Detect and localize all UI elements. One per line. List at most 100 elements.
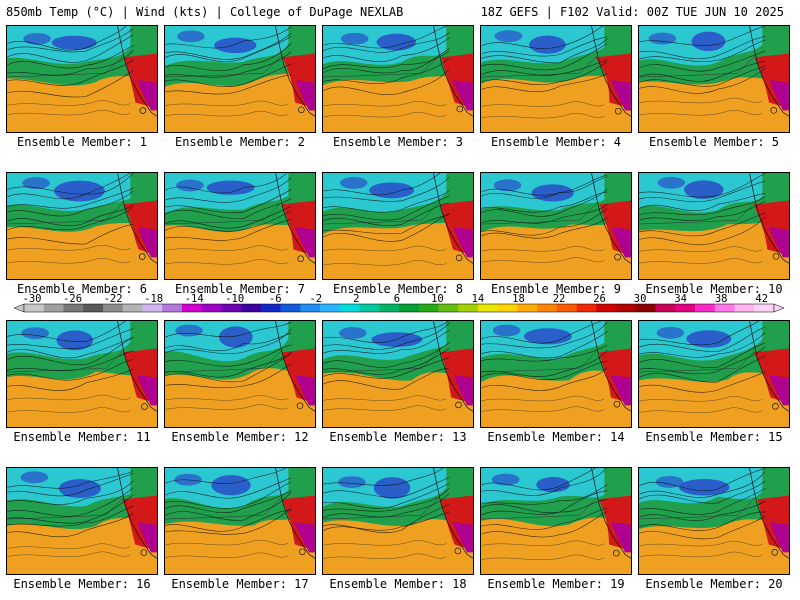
cold-core — [373, 477, 411, 499]
member-map-panel — [6, 320, 158, 428]
header: 850mb Temp (°C) | Wind (kts) | College o… — [0, 0, 800, 22]
wind-streamline — [165, 210, 292, 232]
border-line — [481, 497, 598, 520]
wind-streamline — [481, 188, 608, 217]
extreme-zone — [770, 521, 789, 553]
wind-streamline — [481, 204, 608, 224]
coastline — [433, 468, 473, 559]
member-map-panel — [638, 172, 790, 280]
member-label: Ensemble Member: 18 — [329, 577, 467, 591]
pressure-center — [299, 548, 306, 556]
coastline — [117, 468, 157, 559]
colorbar-swatch — [418, 304, 439, 312]
wind-streamline — [165, 363, 292, 389]
wind-streamline — [7, 551, 131, 557]
wind-streamline — [165, 218, 292, 241]
member-map — [165, 321, 315, 427]
border-line — [481, 202, 598, 225]
wind-streamline — [7, 34, 134, 63]
cold-core — [340, 32, 369, 45]
wind-streamline — [165, 259, 289, 265]
member-map — [165, 173, 315, 279]
colorbar-swatch — [556, 304, 577, 312]
colorbar-swatch — [497, 304, 518, 312]
wind-streamline — [323, 511, 450, 531]
colorbar-tick-label: 42 — [755, 294, 768, 305]
wind-streamline — [7, 109, 131, 116]
cold-core — [51, 35, 97, 50]
wind-streamline — [7, 206, 134, 231]
coastline — [591, 26, 631, 117]
wind-streamline — [165, 477, 292, 499]
colorbar-tick-label: -30 — [23, 294, 42, 305]
coastline — [433, 321, 473, 412]
wind-streamline — [323, 493, 450, 519]
cold-core — [206, 180, 255, 195]
wind-streamline — [323, 487, 450, 512]
cold-core — [657, 176, 686, 189]
wind-streamline — [165, 351, 292, 378]
member-label: Ensemble Member: 14 — [487, 430, 625, 444]
colorbar-svg: -30 -26 -22 -18 -14 -10 -6 -2 2 6 10 14 18 22 26 30 34 38… — [13, 293, 785, 313]
member-label: Ensemble Member: 6 — [16, 282, 148, 296]
wind-streamline — [639, 216, 766, 246]
wind-streamline — [481, 217, 608, 239]
coastline — [275, 468, 315, 559]
member-map-panel — [322, 320, 474, 428]
wind-streamline — [323, 260, 447, 266]
wind-streamline — [7, 513, 134, 538]
colorbar-swatch — [280, 304, 301, 312]
wind-streamline — [165, 395, 289, 401]
wind-streamline — [481, 468, 597, 491]
coastline — [591, 321, 631, 412]
wind-streamline — [165, 189, 292, 214]
wind-streamline — [7, 543, 131, 549]
wind-streamline — [481, 257, 605, 263]
wind-streamline — [7, 204, 134, 227]
border-line — [165, 202, 282, 225]
wind-streamline — [7, 328, 134, 349]
wind-streamline — [165, 245, 289, 251]
wind-streamline — [323, 48, 450, 74]
wind-streamline — [7, 473, 134, 497]
cold-core — [214, 37, 257, 54]
member-label: Ensemble Member: 16 — [13, 577, 151, 591]
colorbar-tick-label: 26 — [593, 294, 606, 305]
colorbar-tick-label: 38 — [715, 294, 728, 305]
wind-streamline — [323, 111, 447, 118]
cold-core — [678, 478, 730, 496]
wind-streamline — [323, 503, 450, 533]
member-map-panel — [480, 172, 632, 280]
member-map — [323, 173, 473, 279]
wind-streamline — [481, 176, 608, 199]
wind-streamline — [323, 483, 450, 509]
cold-core — [655, 476, 684, 488]
colorbar-swatch — [122, 304, 143, 312]
cold-core — [686, 330, 732, 348]
wind-streamline — [639, 355, 766, 383]
member-map-panel — [164, 467, 316, 575]
extreme-zone — [294, 226, 315, 258]
wind-streamline — [323, 26, 448, 49]
member-label: Ensemble Member: 5 — [648, 135, 780, 149]
extreme-zone — [136, 374, 157, 406]
wind-streamline — [7, 59, 134, 86]
member-map — [165, 26, 315, 132]
member-label: Ensemble Member: 1 — [16, 135, 148, 149]
colorbar-tick-label: 34 — [674, 294, 687, 305]
cold-core — [56, 330, 94, 351]
cold-core — [536, 477, 570, 493]
wind-streamline — [481, 322, 608, 349]
member-label: Ensemble Member: 12 — [171, 430, 309, 444]
member-map-panel — [322, 25, 474, 133]
colorbar-swatch — [142, 304, 163, 312]
cold-core — [338, 476, 366, 488]
cold-core — [211, 475, 251, 496]
wind-streamline — [639, 342, 766, 368]
wind-streamline — [481, 349, 608, 377]
wind-streamline — [7, 100, 131, 106]
cold-core — [22, 177, 50, 189]
wind-streamline — [481, 112, 605, 119]
wind-streamline — [7, 187, 134, 209]
